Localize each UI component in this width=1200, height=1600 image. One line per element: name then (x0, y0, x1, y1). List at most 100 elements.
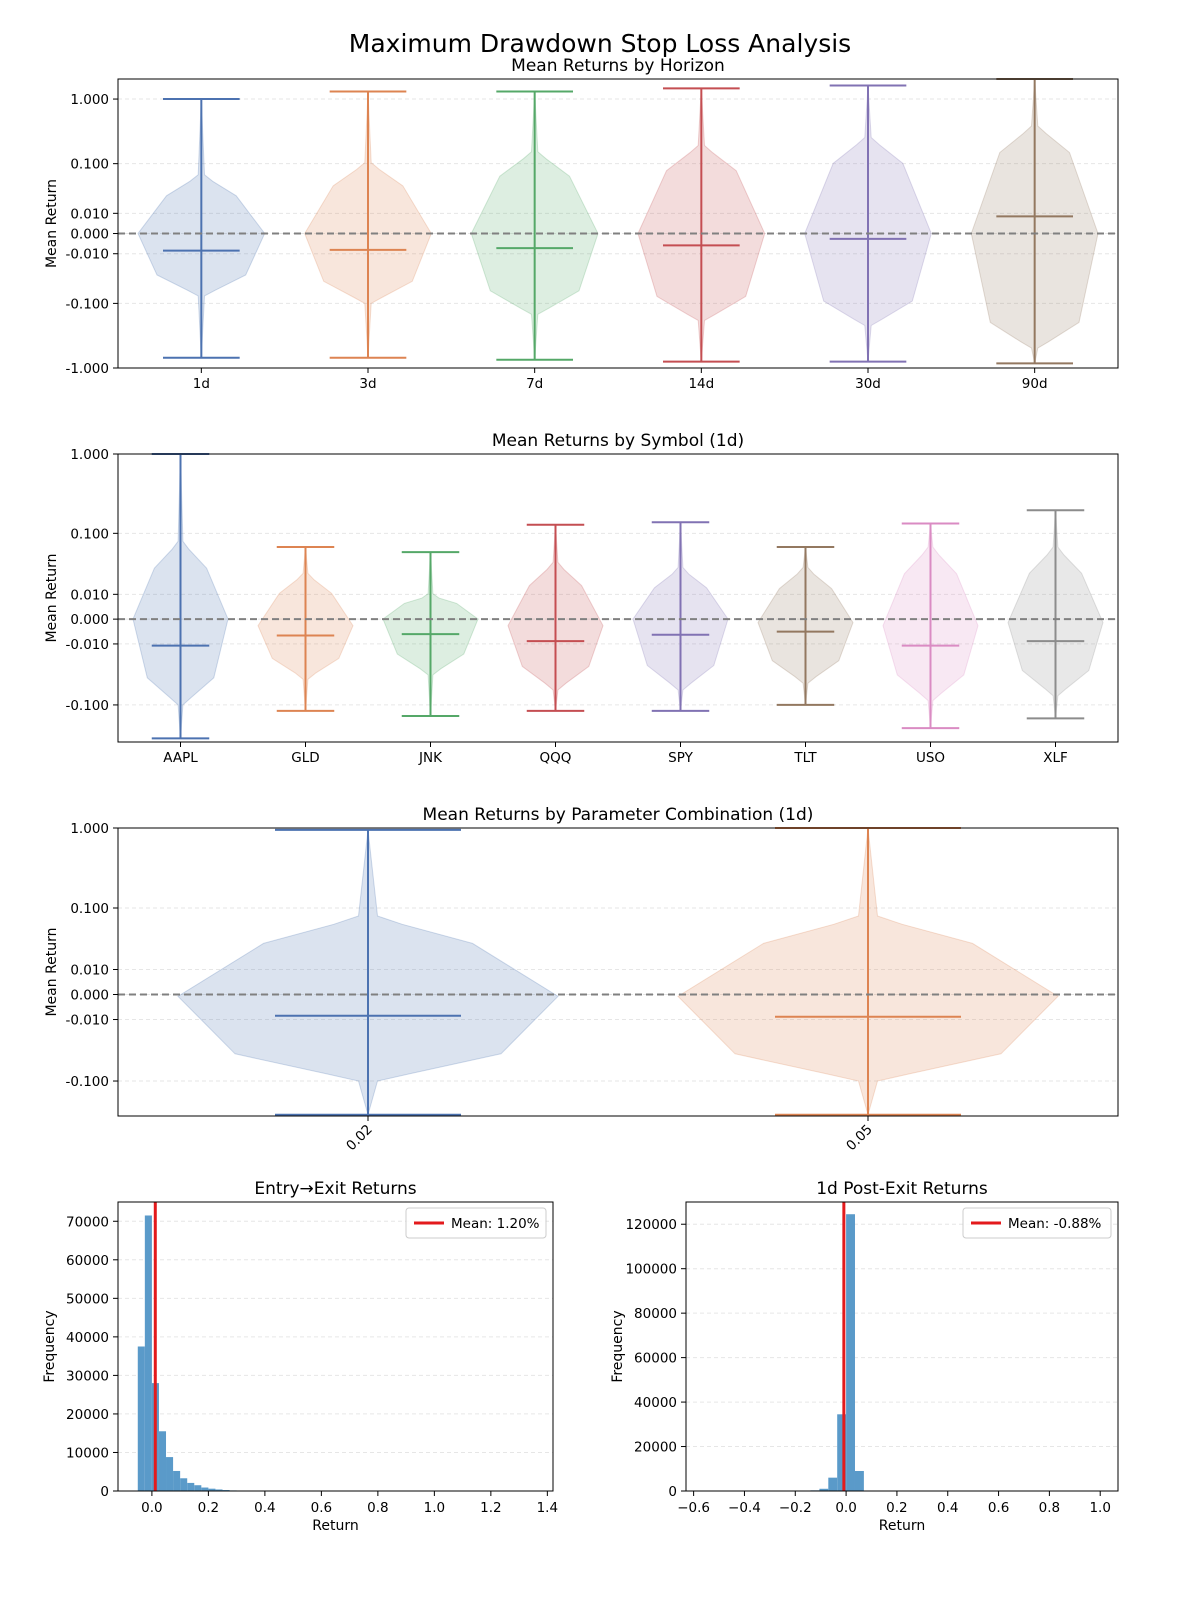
y-tick-label: 60000 (634, 1351, 677, 1367)
y-tick-label: 100000 (625, 1262, 677, 1278)
axes-frame (117, 453, 1119, 743)
figure-title: Maximum Drawdown Stop Loss Analysis (349, 29, 851, 58)
x-tick-label: 30d (855, 376, 881, 392)
x-tick-label: 0.02 (343, 1122, 376, 1155)
x-tick-label: 0.0 (141, 1500, 162, 1516)
y-tick-label: 20000 (634, 1440, 677, 1456)
x-tick-label: 1.2 (480, 1500, 501, 1516)
y-axis-label: Mean Return (44, 927, 60, 1016)
y-tick-label: 120000 (625, 1217, 677, 1233)
y-tick-label: 0.010 (70, 587, 109, 603)
y-tick-label: 0 (100, 1484, 109, 1500)
histogram-bar (144, 1215, 152, 1491)
y-tick-label: 10000 (66, 1445, 109, 1461)
axes-frame (685, 1201, 1119, 1492)
y-tick-label: 0.100 (70, 157, 109, 173)
x-tick-label: 1.4 (537, 1500, 558, 1516)
histogram-bar (180, 1478, 188, 1491)
x-tick-label: 1.0 (424, 1500, 445, 1516)
y-tick-label: 80000 (634, 1306, 677, 1322)
x-tick-label: 0.05 (843, 1122, 876, 1155)
axes-frame (117, 78, 1119, 369)
histogram-bar (208, 1488, 216, 1491)
x-tick-label: 0.2 (886, 1500, 907, 1516)
y-tick-label: 40000 (66, 1330, 109, 1346)
x-axis-label: Return (312, 1518, 358, 1534)
y-tick-label: 0.010 (70, 206, 109, 222)
y-tick-label: 0.100 (70, 901, 109, 917)
y-axis-label: Mean Return (44, 553, 60, 642)
violin-panel-1: -0.100 -0.010 0.000 0.010 0.100 1.000 AAPL GLD J… (44, 431, 1119, 766)
x-tick-label: 0.4 (254, 1500, 275, 1516)
x-tick-label: 0.4 (937, 1500, 958, 1516)
x-tick-label: 14d (688, 376, 714, 392)
x-tick-label: 0.0 (835, 1500, 856, 1516)
histogram-bar (158, 1431, 167, 1491)
histogram-bar (166, 1457, 174, 1491)
histogram-bar (828, 1477, 838, 1491)
y-tick-label: 0.000 (70, 988, 109, 1004)
x-tick-label: 90d (1022, 376, 1048, 392)
x-tick-label: QQQ (540, 750, 572, 766)
x-tick-label: USO (916, 750, 945, 766)
y-tick-label: 0.100 (70, 526, 109, 542)
histogram-bar (137, 1346, 145, 1491)
legend: Mean: -0.88% (962, 1207, 1112, 1239)
x-tick-label: 0.6 (311, 1500, 332, 1516)
x-tick-label: 0.8 (1039, 1500, 1060, 1516)
y-tick-label: 1.000 (70, 92, 109, 108)
x-tick-label: 1.0 (1089, 1500, 1110, 1516)
y-tick-label: -0.010 (65, 247, 109, 263)
x-tick-label: −0.4 (728, 1500, 761, 1516)
y-tick-label: 70000 (66, 1214, 109, 1230)
axes-title: Mean Returns by Symbol (1d) (492, 431, 744, 451)
x-tick-label: AAPL (163, 750, 198, 766)
histogram-bar (819, 1488, 829, 1491)
y-axis-label: Frequency (610, 1310, 626, 1382)
axes-title: Mean Returns by Horizon (511, 56, 725, 76)
y-tick-label: -0.010 (65, 637, 109, 653)
y-tick-label: 1.000 (70, 447, 109, 463)
x-axis-label: Return (879, 1518, 925, 1534)
x-tick-label: 7d (526, 376, 543, 392)
y-tick-label: -0.100 (65, 698, 109, 714)
histogram-bar (187, 1482, 195, 1491)
x-tick-label: SPY (668, 750, 693, 766)
legend-box (405, 1207, 547, 1239)
y-tick-label: 20000 (66, 1407, 109, 1423)
y-axis-label: Mean Return (44, 179, 60, 268)
violin-panel-2: -0.100 -0.010 0.000 0.010 0.100 1.000 0.02 0.05… (44, 805, 1119, 1155)
x-tick-label: 1d (193, 376, 210, 392)
histogram-bar (837, 1414, 847, 1491)
x-tick-label: 3d (359, 376, 376, 392)
axes-frame (117, 827, 1119, 1117)
legend-label: Mean: -0.88% (1008, 1216, 1102, 1232)
y-tick-label: 50000 (66, 1291, 109, 1307)
y-tick-label: 0.010 (70, 963, 109, 979)
y-tick-label: 40000 (634, 1395, 677, 1411)
axes-frame (117, 1201, 554, 1492)
x-tick-label: 0.6 (988, 1500, 1009, 1516)
y-axis-label: Frequency (42, 1310, 58, 1382)
histogram-bar (846, 1214, 855, 1491)
histogram-panel-4: 0 20000 40000 60000 80000 100000 120000 −0.6 −0.… (610, 1179, 1119, 1534)
y-tick-label: 0.000 (70, 227, 109, 243)
x-tick-label: JNK (418, 750, 443, 766)
y-tick-label: -1.000 (65, 361, 109, 377)
x-tick-label: 0.8 (367, 1500, 388, 1516)
x-tick-label: 0.2 (198, 1500, 219, 1516)
histogram-bar (215, 1489, 223, 1491)
histogram-bar (194, 1485, 202, 1491)
axes-title: Entry→Exit Returns (254, 1179, 416, 1199)
x-tick-label: TLT (793, 750, 817, 766)
x-tick-label: −0.6 (677, 1500, 710, 1516)
histogram-bar (854, 1470, 864, 1491)
violin-panel-0: -1.000 -0.100 -0.010 0.000 0.010 0.100 1.000 1d… (44, 56, 1119, 392)
legend: Mean: 1.20% (405, 1207, 547, 1239)
y-tick-label: 30000 (66, 1368, 109, 1384)
y-tick-label: -0.100 (65, 1074, 109, 1090)
legend-box (962, 1207, 1112, 1239)
x-tick-label: −0.2 (779, 1500, 812, 1516)
y-tick-label: -0.100 (65, 296, 109, 312)
histogram-bar (173, 1470, 181, 1491)
